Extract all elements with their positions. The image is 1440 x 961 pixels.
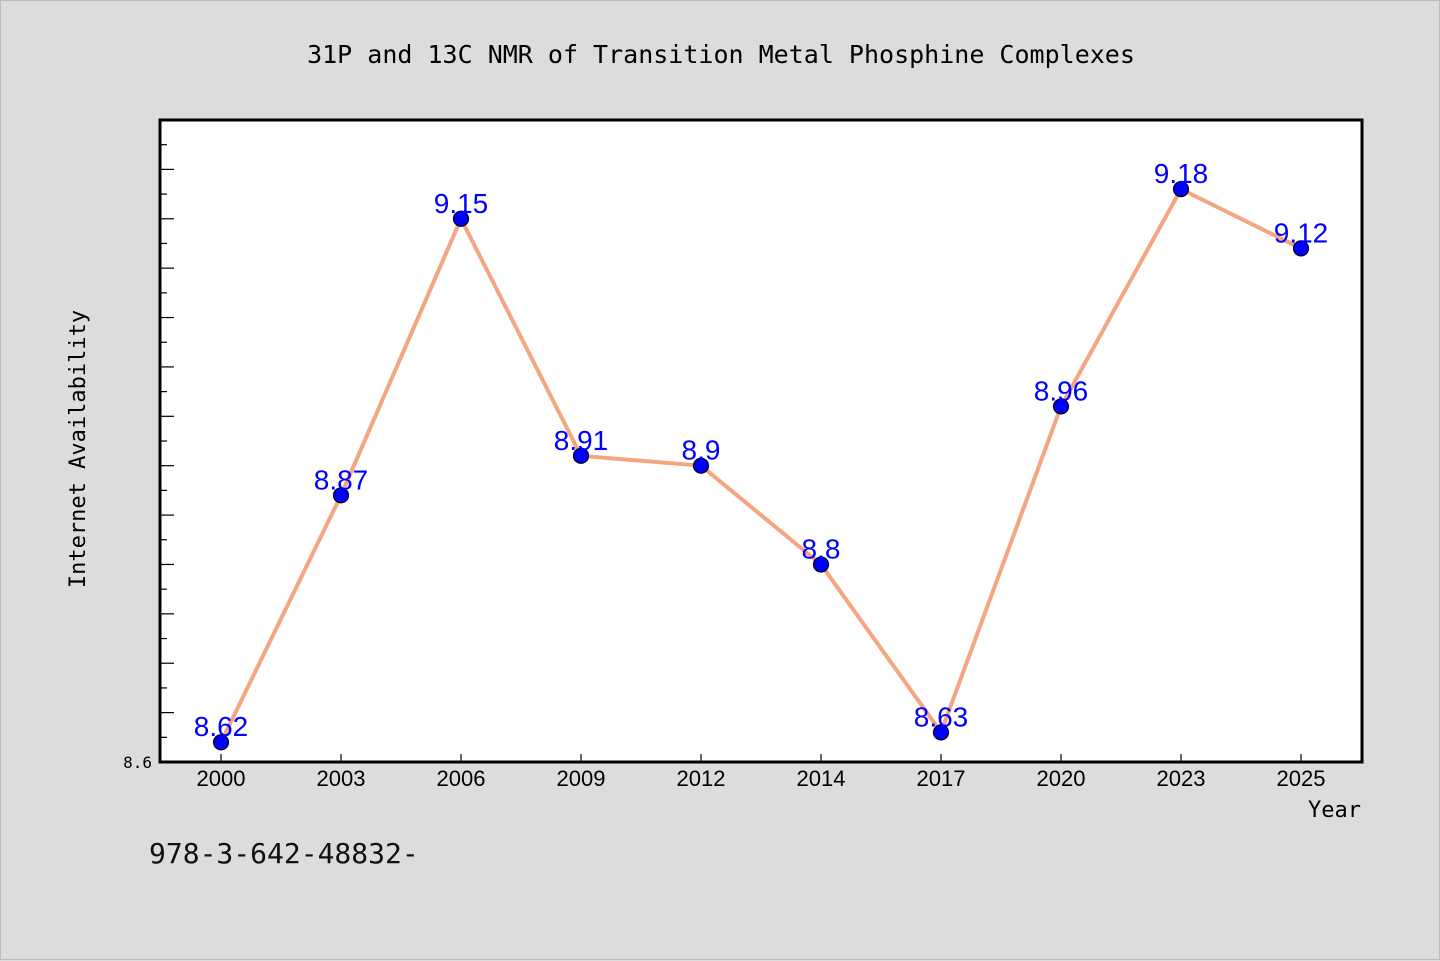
x-tick-label: 2000 bbox=[197, 766, 246, 791]
data-label: 9.12 bbox=[1274, 217, 1329, 248]
plot-area bbox=[158, 118, 1364, 764]
y-axis-tick-labels: 8.6 bbox=[123, 753, 152, 772]
data-point bbox=[1292, 240, 1310, 257]
x-tick-label: 2009 bbox=[557, 766, 606, 791]
x-axis-tick-labels: 2000 2003 2006 2009 2012 2014 2017 2020 2023 2025 bbox=[197, 766, 1326, 791]
data-label: 8.91 bbox=[554, 425, 609, 456]
data-label: 8.87 bbox=[314, 464, 369, 495]
chart-title: 31P and 13C NMR of Transition Metal Phos… bbox=[307, 40, 1135, 69]
x-tick-label: 2020 bbox=[1037, 766, 1086, 791]
x-axis-label: Year bbox=[1308, 798, 1361, 823]
y-tick-label: 8.6 bbox=[123, 753, 152, 772]
data-point bbox=[692, 457, 710, 474]
data-label: 8.96 bbox=[1034, 375, 1089, 406]
y-axis-label: Internet Availability bbox=[66, 310, 91, 588]
data-label: 9.18 bbox=[1154, 158, 1209, 189]
data-point bbox=[1052, 398, 1070, 415]
x-tick-label: 2017 bbox=[917, 766, 966, 791]
data-label: 8.9 bbox=[682, 435, 721, 466]
data-label: 8.63 bbox=[914, 701, 969, 732]
data-label: 8.62 bbox=[194, 711, 249, 742]
data-point bbox=[572, 447, 590, 464]
data-point bbox=[452, 210, 470, 227]
data-point bbox=[332, 487, 350, 504]
x-tick-label: 2003 bbox=[317, 766, 366, 791]
series-line bbox=[219, 187, 1302, 744]
data-point bbox=[812, 556, 830, 573]
data-point bbox=[932, 724, 950, 741]
x-tick-label: 2014 bbox=[797, 766, 846, 791]
x-tick-label: 2025 bbox=[1277, 766, 1326, 791]
x-tick-label: 2023 bbox=[1157, 766, 1206, 791]
series-points bbox=[212, 181, 1310, 751]
x-tick-label: 2006 bbox=[437, 766, 486, 791]
data-label: 8.8 bbox=[802, 533, 841, 564]
x-axis-ticks bbox=[220, 754, 1302, 762]
footer-code: 978-3-642-48832- bbox=[149, 837, 419, 870]
data-point bbox=[212, 734, 230, 751]
series-lines bbox=[219, 187, 1302, 744]
data-label: 9.15 bbox=[434, 188, 489, 219]
y-axis-ticks bbox=[160, 144, 174, 738]
data-point bbox=[1172, 181, 1190, 198]
data-labels: 8.62 8.87 9.15 8.91 8.9 8.8 8.63 8.96 9.18 9.12 bbox=[194, 158, 1329, 742]
x-tick-label: 2012 bbox=[677, 766, 726, 791]
